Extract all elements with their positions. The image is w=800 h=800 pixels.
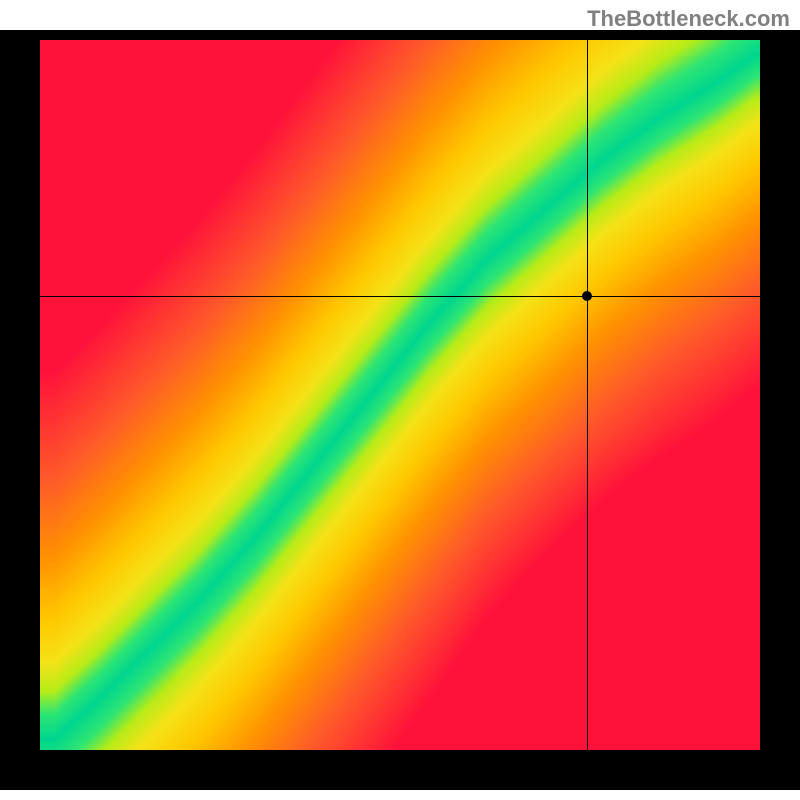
heatmap-area <box>40 40 760 750</box>
data-point-marker <box>582 291 592 301</box>
crosshair-vertical <box>587 40 588 750</box>
crosshair-horizontal <box>40 296 760 297</box>
watermark-text: TheBottleneck.com <box>587 6 790 32</box>
plot-border <box>0 30 800 790</box>
heatmap-canvas <box>40 40 760 750</box>
